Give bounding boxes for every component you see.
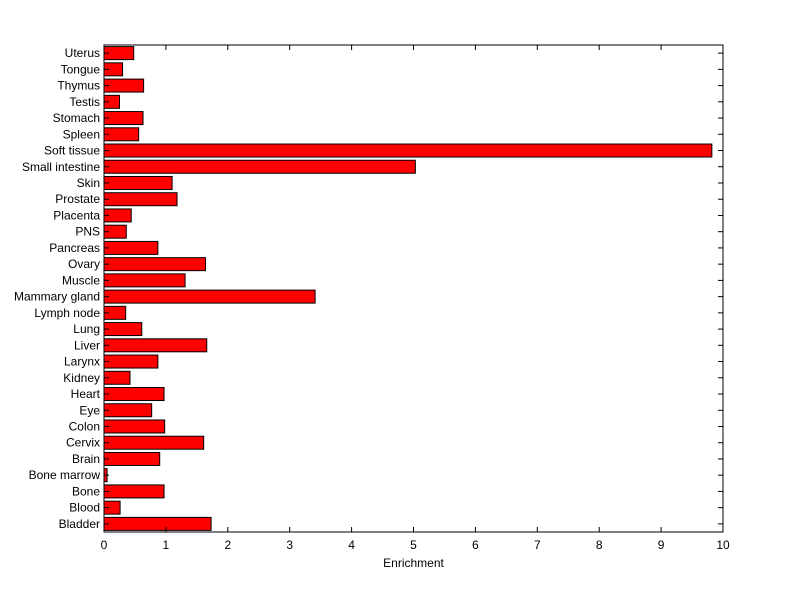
bar-stomach [103,111,144,126]
category-label-larynx: Larynx [64,355,100,369]
category-label-cervix: Cervix [66,436,100,450]
category-label-placenta: Placenta [53,208,100,222]
x-tick-label: 0 [101,538,108,552]
bar-prostate [103,192,178,207]
ticks-layer [103,45,724,532]
x-tick-label: 5 [410,538,417,552]
category-label-skin: Skin [77,176,100,190]
x-tick-label: 6 [472,538,479,552]
x-tick-label: 3 [286,538,293,552]
category-label-bone: Bone [72,484,100,498]
x-tick-label: 9 [658,538,665,552]
category-label-thymus: Thymus [57,79,100,93]
bar-bladder [103,516,212,531]
x-tick-label: 7 [534,538,541,552]
category-label-small-intestine: Small intestine [22,160,100,174]
category-label-kidney: Kidney [63,371,100,385]
bar-bone [103,484,165,499]
bar-ovary [103,257,207,272]
bar-lung [103,322,143,337]
category-label-tongue: Tongue [61,62,101,76]
bar-eye [103,403,153,418]
bar-pancreas [103,240,159,255]
category-label-pns: PNS [75,225,100,239]
category-label-heart: Heart [71,387,101,401]
category-label-bladder: Bladder [59,517,100,531]
bar-larynx [103,354,159,369]
category-label-prostate: Prostate [55,192,100,206]
category-label-ovary: Ovary [68,257,100,271]
category-label-eye: Eye [79,403,100,417]
category-label-stomach: Stomach [53,111,100,125]
category-label-mammary-gland: Mammary gland [14,290,100,304]
bar-soft-tissue [103,143,713,158]
bar-heart [103,387,165,402]
x-tick-label: 10 [716,538,730,552]
bar-thymus [103,78,145,93]
x-tick-label: 1 [163,538,170,552]
x-tick-label: 4 [348,538,355,552]
bar-small-intestine [103,159,416,174]
bar-mammary-gland [103,289,316,304]
category-label-liver: Liver [74,338,100,352]
category-label-pancreas: Pancreas [49,241,100,255]
category-label-muscle: Muscle [62,273,100,287]
category-label-bone-marrow: Bone marrow [29,468,101,482]
category-label-lung: Lung [73,322,100,336]
bar-brain [103,451,161,466]
category-label-testis: Testis [69,95,100,109]
category-label-uterus: Uterus [65,46,100,60]
x-tick-label: 8 [596,538,603,552]
plot-area-frame [103,44,724,533]
bar-liver [103,338,208,353]
bar-colon [103,419,166,434]
bar-muscle [103,273,186,288]
category-label-spleen: Spleen [63,127,100,141]
category-label-soft-tissue: Soft tissue [44,144,100,158]
labels-layer: Uterus Tongue Thymus Testis Stomach Spleen Sof… [14,46,730,552]
x-axis-label: Enrichment [383,556,444,570]
bars-layer [103,46,713,531]
category-label-blood: Blood [69,501,100,515]
category-label-brain: Brain [72,452,100,466]
category-label-lymph-node: Lymph node [34,306,100,320]
bar-cervix [103,435,205,450]
category-label-colon: Colon [69,419,100,433]
x-tick-label: 2 [224,538,231,552]
bar-spleen [103,127,140,142]
bar-skin [103,175,173,190]
